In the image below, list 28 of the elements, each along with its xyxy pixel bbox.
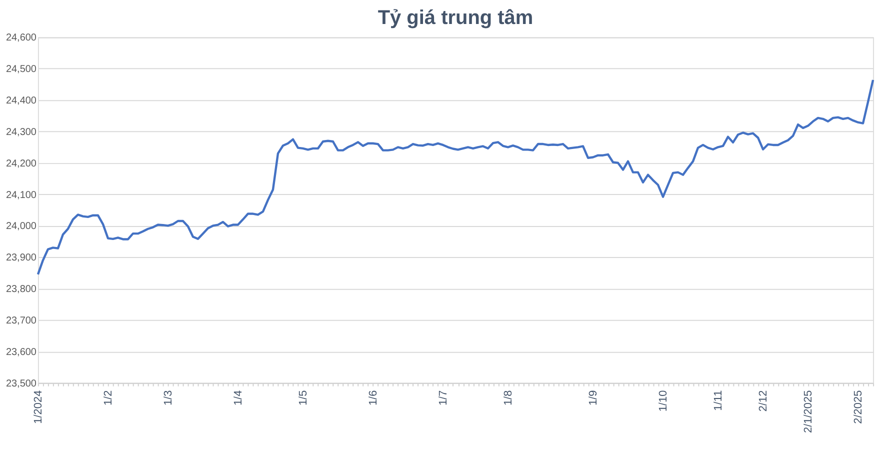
x-tick-label: 1/10 <box>658 390 670 412</box>
x-tick-label: 2/12 <box>758 390 770 412</box>
y-tick-label: 23,700 <box>6 315 37 326</box>
y-tick-label: 24,100 <box>6 190 37 201</box>
x-tick-label: 1/9 <box>587 390 600 406</box>
chart-title: Tỷ giá trung tâm <box>378 7 534 30</box>
y-tick-label: 24,200 <box>6 158 37 170</box>
line-series <box>36 78 874 276</box>
x-tick-label: 1/7 <box>437 390 450 406</box>
y-tick-label: 23,600 <box>6 346 37 358</box>
y-tick-label: 24,400 <box>6 96 37 107</box>
y-tick-label: 23,800 <box>6 284 37 296</box>
x-tick-label: 1/6 <box>367 390 380 406</box>
x-tick-label: 2/1/2025 <box>802 390 815 434</box>
x-tick-label: 2/2025 <box>852 390 865 424</box>
y-tick-label: 24,500 <box>6 64 37 76</box>
y-tick-label: 24,000 <box>6 221 37 232</box>
x-tick-label: 1/11 <box>712 390 725 411</box>
y-tick-label: 24,300 <box>6 126 37 138</box>
y-tick-label: 23,500 <box>6 378 37 390</box>
x-tick-label: 1/4 <box>232 390 244 406</box>
y-tick-label: 23,900 <box>6 252 37 264</box>
x-tick-label: 1/5 <box>297 390 310 406</box>
x-tick-label: 1/2024 <box>32 390 44 424</box>
y-tick-label: 24,600 <box>6 32 37 44</box>
x-tick-label: 1/2 <box>102 390 114 406</box>
x-tick-label: 1/8 <box>502 390 514 406</box>
x-tick-label: 1/3 <box>162 390 174 406</box>
